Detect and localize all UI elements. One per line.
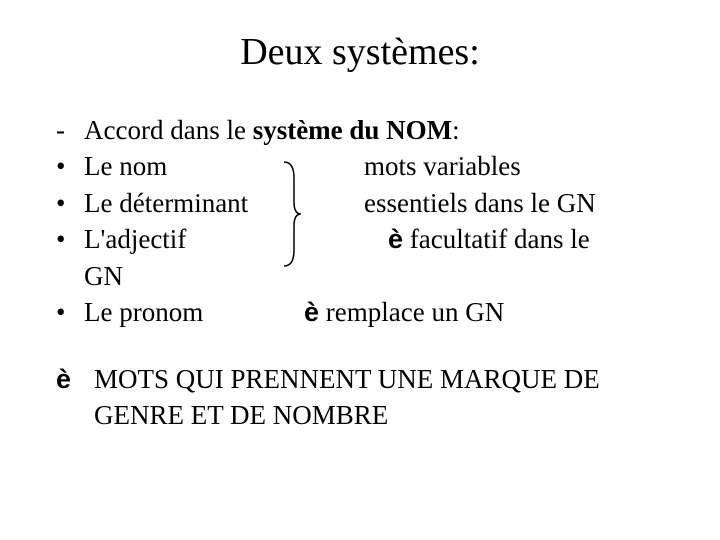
list-item-right: essentiels dans le GN	[364, 185, 670, 221]
slide: Deux systèmes: - Accord dans le système …	[0, 0, 720, 540]
slide-title: Deux systèmes:	[50, 30, 670, 74]
list-item: • L'adjectif è facultatif dans le	[50, 221, 670, 257]
list-item-right: mots variables	[364, 148, 670, 184]
list-item-left: GN	[84, 258, 364, 294]
conclusion-line: GENRE ET DE NOMBRE	[50, 397, 670, 433]
bullet-marker: •	[50, 185, 84, 221]
bullet-marker: -	[50, 112, 84, 148]
list-item: - Accord dans le système du NOM:	[50, 112, 670, 148]
bullet-marker: •	[50, 221, 84, 257]
conclusion-line: è MOTS QUI PRENNENT UNE MARQUE DE	[50, 361, 670, 397]
bullet-marker: •	[50, 294, 84, 330]
arrow-icon: è	[50, 361, 94, 397]
conclusion: è MOTS QUI PRENNENT UNE MARQUE DE GENRE …	[50, 361, 670, 434]
bullet-marker: •	[50, 148, 84, 184]
arrow-icon: è	[304, 297, 319, 327]
list-item-right: è remplace un GN	[304, 294, 670, 330]
list-item: • Le déterminant essentiels dans le GN	[50, 185, 670, 221]
list-item-left: Le nom	[84, 148, 364, 184]
list-item: GN	[50, 258, 670, 294]
list-item-left: Le déterminant	[84, 185, 364, 221]
list-item: • Le pronom è remplace un GN	[50, 294, 670, 330]
content-area: - Accord dans le système du NOM: • Le no…	[50, 112, 670, 331]
list-item-text: Accord dans le système du NOM:	[84, 112, 460, 148]
list-item-right: è facultatif dans le	[364, 221, 670, 257]
list-item-left: L'adjectif	[84, 221, 364, 257]
list-item-left: Le pronom	[84, 294, 304, 330]
arrow-icon: è	[388, 224, 403, 254]
list-item: • Le nom mots variables	[50, 148, 670, 184]
